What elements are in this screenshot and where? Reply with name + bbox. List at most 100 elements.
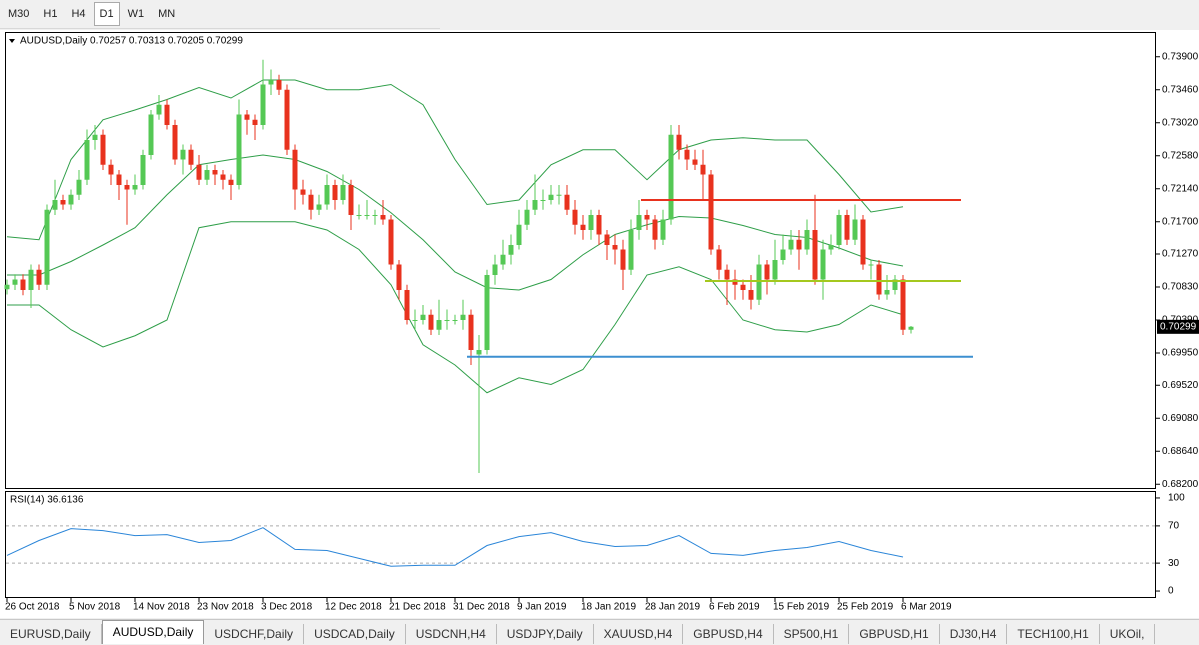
candle-body	[652, 219, 658, 240]
candle-body	[876, 264, 882, 295]
candle-body	[668, 134, 674, 220]
candle-body	[708, 174, 714, 250]
timeframe-button[interactable]: W1	[127, 8, 145, 20]
candle-body	[724, 269, 730, 280]
chart-tab[interactable]: TECH100,H1	[1007, 624, 1100, 644]
candle-body	[52, 200, 58, 210]
candle-body	[36, 269, 42, 285]
candle-body	[636, 215, 642, 230]
candle-body	[260, 84, 266, 125]
candle-body	[644, 215, 650, 220]
timeframe-toolbar: M30 H1 H4 D1 W1 MN	[0, 0, 440, 29]
candle-body	[44, 209, 50, 285]
candle-body	[324, 185, 330, 205]
x-tick-label: 5 Nov 2018	[69, 602, 121, 613]
candle-body	[132, 185, 138, 190]
rsi-line	[6, 527, 904, 567]
candle-body	[628, 230, 634, 270]
chart-tab[interactable]: GBPUSD,H1	[849, 624, 940, 644]
candle-body	[108, 164, 114, 175]
candle-body	[116, 174, 122, 185]
chart-tab[interactable]: USDJPY,Daily	[497, 624, 594, 644]
candle-body	[140, 155, 146, 185]
candle-body	[900, 279, 906, 330]
price-panel	[5, 32, 1156, 489]
y-tick-label: 0.69950	[1162, 348, 1199, 359]
timeframe-button[interactable]: H4	[71, 8, 86, 20]
candle-body	[476, 350, 482, 355]
candle-body	[804, 230, 810, 250]
candle-body	[428, 314, 434, 330]
candle-body	[244, 114, 250, 120]
bollinger-lower	[7, 221, 904, 394]
rsi-tick-label: 0	[1168, 586, 1174, 597]
candle-body	[604, 234, 610, 245]
candle-body	[788, 239, 794, 250]
x-tick-label: 21 Dec 2018	[389, 602, 446, 613]
candle-body	[452, 320, 458, 321]
candle-body	[684, 149, 690, 160]
chart-background	[0, 30, 1199, 618]
bollinger-middle	[7, 154, 904, 291]
candle-body	[468, 314, 474, 350]
candle-body	[692, 159, 698, 165]
chart-tab[interactable]: AUDUSD,Daily	[101, 620, 205, 644]
candle-body	[772, 260, 778, 280]
candle-body	[212, 170, 218, 175]
chart-tab[interactable]: UKOil,	[1100, 624, 1156, 644]
y-tick-label: 0.72140	[1162, 183, 1199, 194]
candle-body	[364, 215, 370, 216]
timeframe-button[interactable]: M30	[8, 8, 30, 20]
candle-body	[908, 326, 914, 330]
candle-body	[580, 224, 586, 230]
chart-tab[interactable]: DJ30,H4	[940, 624, 1008, 644]
chart-tab[interactable]: XAUUSD,H4	[594, 624, 684, 644]
chart-tab[interactable]: SP500,H1	[774, 624, 850, 644]
candle-body	[660, 219, 666, 240]
candle-body	[444, 320, 450, 321]
y-tick-label: 0.68200	[1162, 479, 1199, 490]
chart-tab[interactable]: USDCHF,Daily	[204, 624, 305, 644]
timeframe-button[interactable]: MN	[158, 8, 176, 20]
x-tick-label: 26 Oct 2018	[5, 602, 60, 613]
candle-body	[164, 104, 170, 125]
candle-body	[228, 179, 234, 185]
candle-body	[484, 275, 490, 350]
candle-body	[860, 219, 866, 265]
timeframe-button[interactable]: H1	[43, 8, 58, 20]
chart-tab[interactable]: USDCNH,H4	[406, 624, 497, 644]
candle-body	[740, 284, 746, 290]
current-price-label: 0.70299	[1160, 321, 1197, 332]
candle-body	[620, 249, 626, 270]
y-tick-label: 0.73020	[1162, 117, 1199, 128]
chart-tab[interactable]: GBPUSD,H4	[683, 624, 774, 644]
candle-body	[380, 215, 386, 220]
candle-body	[500, 254, 506, 265]
candle-body	[820, 249, 826, 280]
candle-body	[436, 320, 442, 330]
rsi-panel	[5, 491, 1156, 598]
candle-body	[172, 125, 178, 160]
candle-body	[300, 189, 306, 195]
candle-body	[796, 239, 802, 250]
timeframe-button[interactable]: D1	[93, 2, 120, 26]
candle-body	[516, 224, 522, 245]
chart-tab[interactable]: USDCAD,Daily	[304, 624, 406, 644]
candle-body	[76, 179, 82, 195]
candle-body	[68, 194, 74, 205]
candle-body	[420, 314, 426, 320]
candle-body	[316, 204, 322, 210]
chart-window: AUDUSD,Daily 0.70257 0.70313 0.70205 0.7…	[0, 30, 1199, 618]
y-tick-label: 0.71270	[1162, 249, 1199, 260]
x-tick-label: 23 Nov 2018	[197, 602, 254, 613]
candle-body	[268, 80, 274, 85]
rsi-tick-label: 30	[1168, 558, 1180, 569]
candle-body	[84, 140, 90, 180]
chart-tab[interactable]: EURUSD,Daily	[0, 624, 102, 644]
candle-body	[716, 249, 722, 270]
candle-body	[732, 279, 738, 285]
candle-body	[700, 164, 706, 175]
y-tick-label: 0.73900	[1162, 51, 1199, 62]
candle-body	[292, 149, 298, 190]
candle-body	[828, 245, 834, 250]
